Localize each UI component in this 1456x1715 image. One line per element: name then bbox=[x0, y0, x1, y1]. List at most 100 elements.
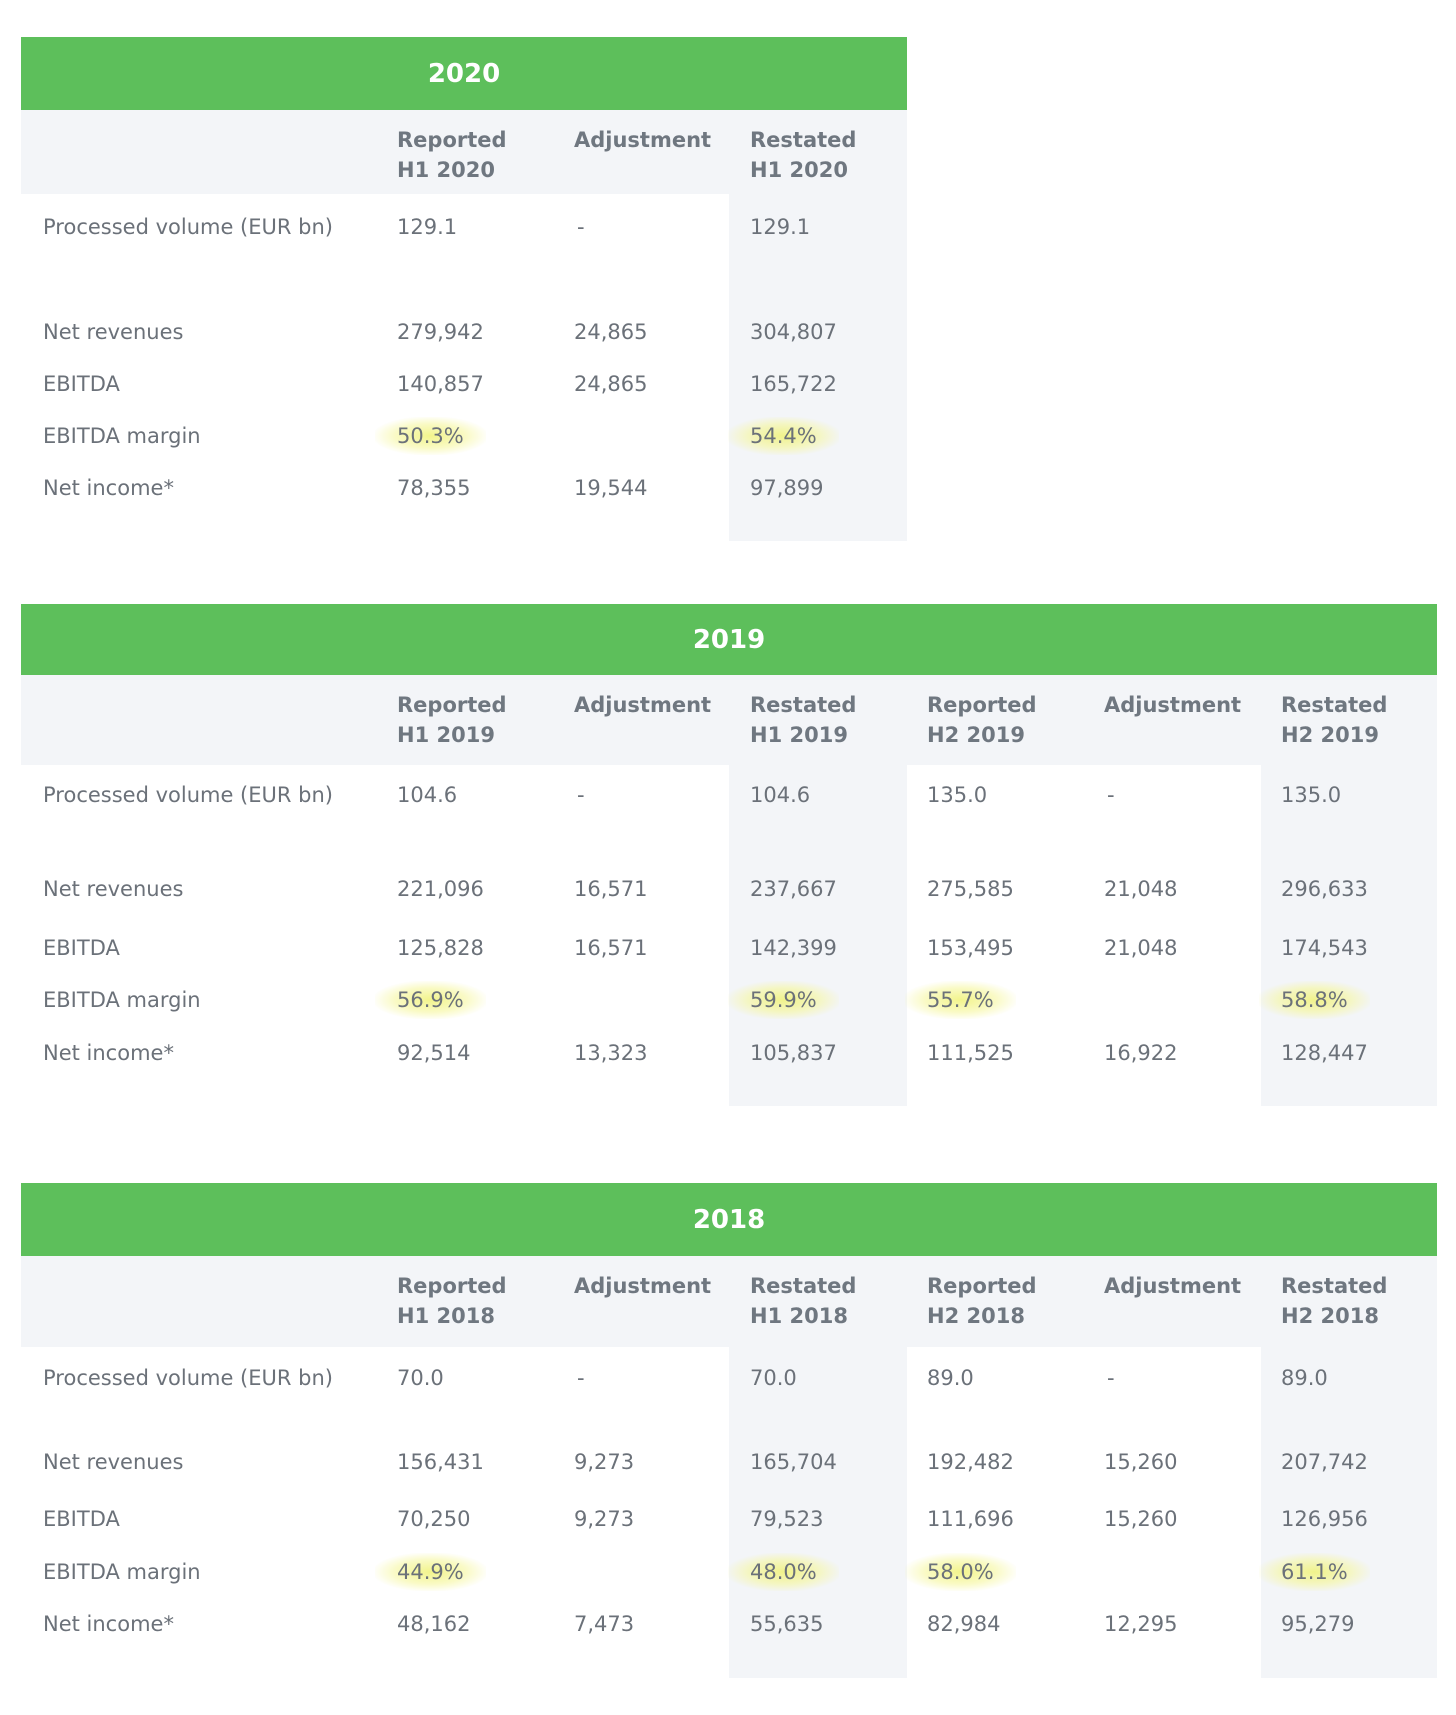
table-cell: 275,585 bbox=[927, 877, 1014, 901]
column-header-bar bbox=[21, 675, 1437, 765]
column-header: Adjustment bbox=[1104, 693, 1242, 717]
table-cell: - bbox=[1107, 1366, 1115, 1390]
column-header: Reported H1 2019 bbox=[397, 693, 507, 747]
table-cell: 111,525 bbox=[927, 1041, 1014, 1065]
table-cell: 126,956 bbox=[1281, 1507, 1368, 1531]
table-cell: 279,942 bbox=[397, 320, 484, 344]
column-header: Adjustment bbox=[1104, 1274, 1242, 1298]
column-header: Reported H2 2018 bbox=[927, 1274, 1037, 1328]
row-label: Net income* bbox=[43, 1612, 174, 1636]
column-header: Restated H1 2019 bbox=[750, 693, 857, 747]
table-cell: 9,273 bbox=[574, 1450, 635, 1474]
table-cell: 135.0 bbox=[927, 783, 988, 807]
table-cell: 89.0 bbox=[1281, 1366, 1328, 1390]
table-cell: 16,571 bbox=[574, 877, 648, 901]
table-cell: 16,571 bbox=[574, 936, 648, 960]
table-cell: 237,667 bbox=[750, 877, 837, 901]
column-header: Restated H1 2018 bbox=[750, 1274, 857, 1328]
table-cell: 97,899 bbox=[750, 476, 824, 500]
row-label: EBITDA margin bbox=[43, 1560, 201, 1584]
restated-column-shade bbox=[729, 1347, 907, 1678]
row-label: Processed volume (EUR bn) bbox=[43, 215, 333, 239]
table-cell: 165,704 bbox=[750, 1450, 837, 1474]
column-header: Reported H1 2018 bbox=[397, 1274, 507, 1328]
table-cell: 24,865 bbox=[574, 320, 648, 344]
table-cell: 21,048 bbox=[1104, 877, 1178, 901]
highlighted-cell: 58.8% bbox=[1259, 981, 1370, 1019]
table-cell: 140,857 bbox=[397, 372, 484, 396]
table-cell: - bbox=[577, 215, 585, 239]
column-header: Restated H2 2018 bbox=[1281, 1274, 1388, 1328]
column-header-bar bbox=[21, 110, 907, 194]
table-cell: 142,399 bbox=[750, 936, 837, 960]
table-cell: 78,355 bbox=[397, 476, 471, 500]
table-cell: 129.1 bbox=[397, 215, 458, 239]
year-title: 2020 bbox=[427, 58, 501, 89]
column-header: Reported H1 2020 bbox=[397, 128, 507, 182]
table-cell: 95,279 bbox=[1281, 1612, 1355, 1636]
row-label: Net income* bbox=[43, 476, 174, 500]
table-cell: 156,431 bbox=[397, 1450, 484, 1474]
table-cell: 7,473 bbox=[574, 1612, 635, 1636]
highlighted-cell: 58.0% bbox=[905, 1553, 1016, 1591]
year-title: 2018 bbox=[692, 1204, 766, 1235]
column-header: Restated H2 2019 bbox=[1281, 693, 1388, 747]
highlighted-cell: 61.1% bbox=[1259, 1553, 1370, 1591]
table-cell: 128,447 bbox=[1281, 1041, 1368, 1065]
table-cell: 13,323 bbox=[574, 1041, 648, 1065]
table-cell: 48,162 bbox=[397, 1612, 471, 1636]
highlighted-cell: 48.0% bbox=[728, 1553, 839, 1591]
table-cell: 70,250 bbox=[397, 1507, 471, 1531]
year-header: 2020 bbox=[21, 37, 907, 110]
restated-column-shade bbox=[729, 194, 907, 541]
column-header-bar bbox=[21, 1256, 1437, 1347]
table-cell: 192,482 bbox=[927, 1450, 1014, 1474]
highlighted-cell: 54.4% bbox=[728, 417, 839, 455]
table-cell: 125,828 bbox=[397, 936, 484, 960]
table-cell: - bbox=[577, 783, 585, 807]
table-cell: 129.1 bbox=[750, 215, 811, 239]
column-header: Restated H1 2020 bbox=[750, 128, 857, 182]
year-header: 2018 bbox=[21, 1183, 1437, 1256]
table-cell: 12,295 bbox=[1104, 1612, 1178, 1636]
highlighted-cell: 50.3% bbox=[375, 417, 486, 455]
restated-column-shade bbox=[1261, 1347, 1437, 1678]
table-cell: 55,635 bbox=[750, 1612, 824, 1636]
row-label: EBITDA bbox=[43, 1507, 120, 1531]
table-cell: 104.6 bbox=[397, 783, 458, 807]
table-cell: 174,543 bbox=[1281, 936, 1368, 960]
table-cell: - bbox=[577, 1366, 585, 1390]
table-cell: 19,544 bbox=[574, 476, 648, 500]
year-header: 2019 bbox=[21, 604, 1437, 675]
table-cell: 207,742 bbox=[1281, 1450, 1368, 1474]
year-title: 2019 bbox=[692, 624, 766, 655]
restated-column-shade bbox=[729, 765, 907, 1106]
table-cell: 165,722 bbox=[750, 372, 837, 396]
table-2019: 2019 Reported H1 2019 Adjustment Restated… bbox=[21, 604, 1437, 1106]
column-header: Adjustment bbox=[574, 128, 712, 152]
table-cell: 296,633 bbox=[1281, 877, 1368, 901]
table-cell: 153,495 bbox=[927, 936, 1014, 960]
highlighted-cell: 56.9% bbox=[375, 981, 486, 1019]
highlighted-cell: 55.7% bbox=[905, 981, 1016, 1019]
table-cell: 21,048 bbox=[1104, 936, 1178, 960]
table-cell: 82,984 bbox=[927, 1612, 1001, 1636]
row-label: Net income* bbox=[43, 1041, 174, 1065]
row-label: Processed volume (EUR bn) bbox=[43, 1366, 333, 1390]
table-cell: 104.6 bbox=[750, 783, 811, 807]
table-cell: 92,514 bbox=[397, 1041, 471, 1065]
table-2018: 2018 Reported H1 2018 Adjustment Restated… bbox=[21, 1183, 1437, 1678]
column-header: Reported H2 2019 bbox=[927, 693, 1037, 747]
table-cell: - bbox=[1107, 783, 1115, 807]
row-label: Net revenues bbox=[43, 1450, 184, 1474]
row-label: EBITDA margin bbox=[43, 988, 201, 1012]
column-header: Adjustment bbox=[574, 693, 712, 717]
row-label: Processed volume (EUR bn) bbox=[43, 783, 333, 807]
table-cell: 105,837 bbox=[750, 1041, 837, 1065]
highlighted-cell: 44.9% bbox=[375, 1553, 486, 1591]
row-label: Net revenues bbox=[43, 320, 184, 344]
table-cell: 89.0 bbox=[927, 1366, 974, 1390]
row-label: EBITDA margin bbox=[43, 424, 201, 448]
table-cell: 135.0 bbox=[1281, 783, 1342, 807]
table-2020: 2020 Reported H1 2020 Adjustment Restated… bbox=[21, 37, 907, 541]
